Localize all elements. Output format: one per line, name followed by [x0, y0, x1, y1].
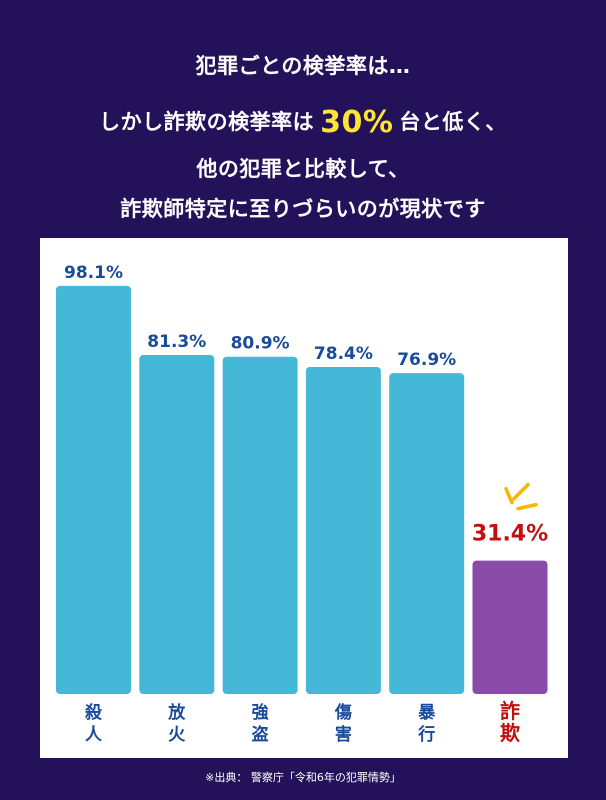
category-label-5-char-1: 欺	[500, 721, 520, 745]
category-label-3-char-0: 傷	[334, 702, 352, 723]
emphasis-spark-1	[512, 482, 530, 501]
bar-5	[472, 560, 548, 694]
headline-accent-rate: 30%	[320, 105, 394, 140]
category-label-4-char-0: 暴	[417, 703, 436, 723]
category-label-5-char-0: 詐	[500, 699, 520, 723]
headline-line-2-post: 台と低く、	[399, 110, 507, 134]
category-label-3-char-1: 害	[335, 724, 352, 745]
bar-4	[389, 373, 465, 694]
value-label-2: 80.9%	[231, 334, 290, 354]
headline-line-4: 詐欺師特定に至りづらいのが現状です	[120, 197, 486, 221]
source-note: ※出典： 警察庁「令和6年の犯罪情勢」	[205, 771, 401, 784]
value-label-3: 78.4%	[314, 344, 373, 364]
chart-panel: 98.1% 殺人 81.3% 放火 80.9% 強盗 78.4% 傷害 76.9% 暴行 31.4%…	[40, 238, 568, 758]
value-label-5: 31.4%	[472, 522, 548, 547]
bar-3	[305, 366, 381, 694]
category-label-0-char-1: 人	[85, 725, 103, 745]
category-label-1-char-0: 放	[167, 702, 186, 723]
category-label-2-char-1: 盗	[252, 724, 269, 745]
category-label-2-char-0: 強	[252, 702, 269, 723]
value-label-1: 81.3%	[147, 332, 206, 352]
bar-2	[222, 356, 298, 694]
value-label-4: 76.9%	[397, 350, 456, 370]
category-label-0-char-0: 殺	[84, 702, 103, 723]
headline-line-3: 他の犯罪と比較して、	[196, 157, 410, 181]
bar-1	[139, 355, 215, 694]
bar-0	[56, 285, 131, 694]
emphasis-spark-2	[516, 502, 538, 511]
headline-line-1: 犯罪ごとの検挙率は…	[195, 54, 411, 78]
headline-line-2-pre: しかし詐欺の検挙率は	[99, 110, 315, 134]
bar-chart: 98.1% 殺人 81.3% 放火 80.9% 強盗 78.4% 傷害 76.9% 暴行 31.4%…	[56, 263, 548, 745]
category-label-4-char-1: 行	[417, 724, 435, 745]
emphasis-spark-0	[504, 486, 514, 505]
value-label-0: 98.1%	[64, 263, 123, 283]
headline-line-2: しかし詐欺の検挙率は 30% 台と低く、	[0, 105, 606, 140]
category-label-1-char-1: 火	[168, 725, 186, 745]
